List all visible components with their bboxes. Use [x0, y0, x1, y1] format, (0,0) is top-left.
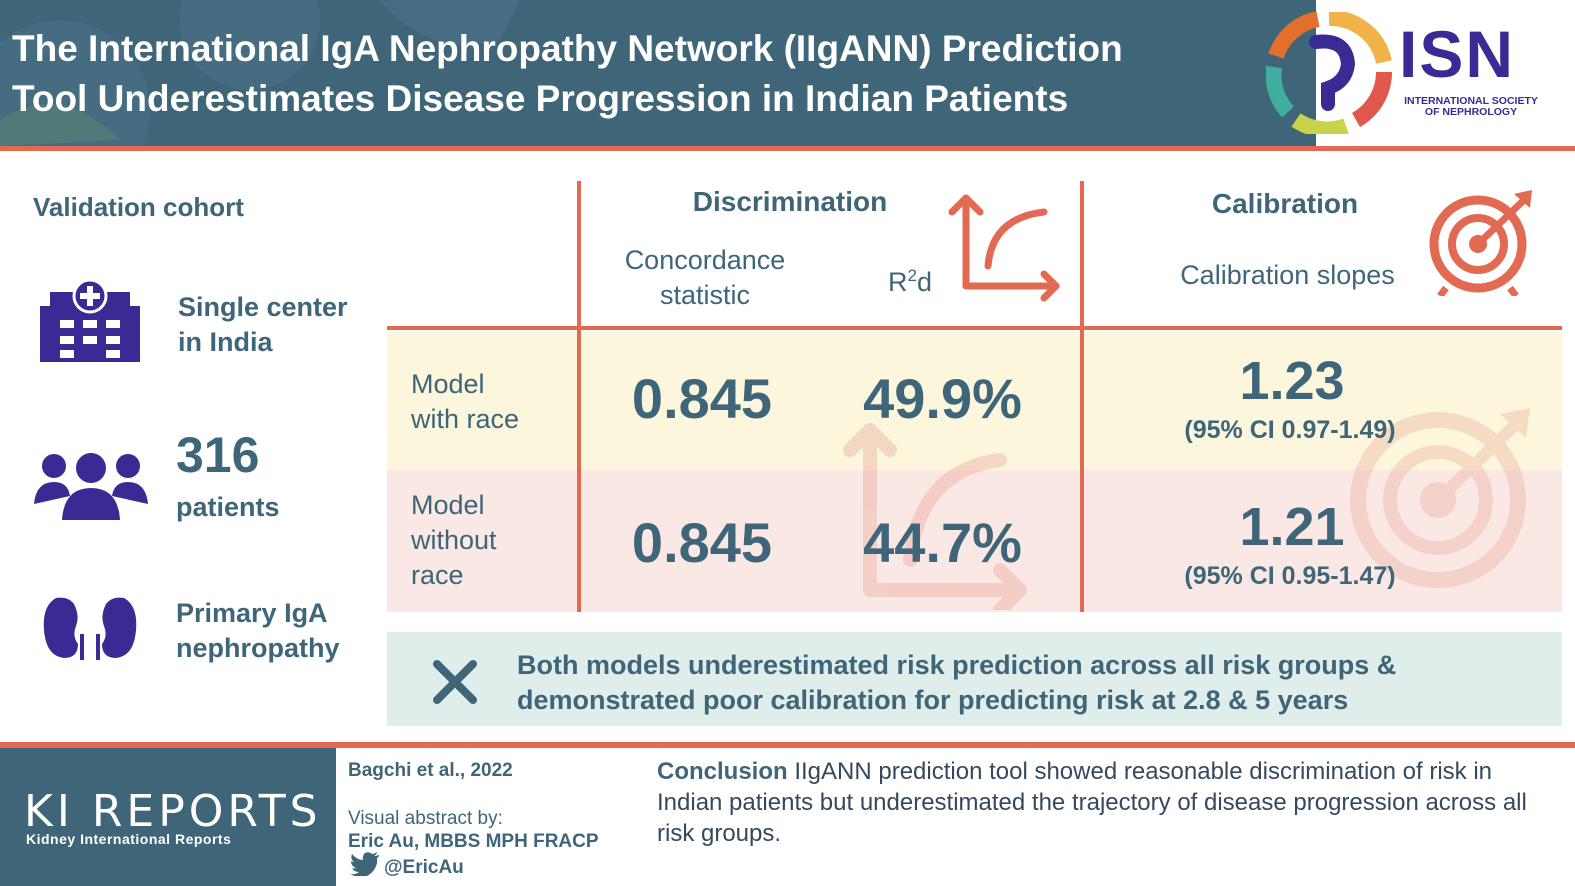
isn-sub-line-2: OF NEPHROLOGY	[1424, 106, 1518, 118]
journal-logo: KI REPORTS	[24, 786, 322, 837]
header-divider	[0, 146, 1575, 151]
people-group-icon	[34, 453, 148, 520]
journal-panel	[0, 748, 336, 886]
r2d-base: R	[888, 267, 908, 297]
author-handle: @EricAu	[384, 857, 464, 878]
row2-label-line-2: without	[411, 525, 497, 555]
concordance-line-2: statistic	[659, 280, 751, 310]
r2d-end: d	[916, 267, 932, 297]
table-divider-1	[577, 181, 581, 612]
row-label-with-race: Model with race	[411, 367, 519, 437]
footer-divider	[0, 742, 1575, 748]
slope-without-race: 1.21	[1239, 497, 1345, 557]
trend-icon	[948, 194, 1060, 302]
isn-logo-text: ISN	[1399, 17, 1516, 91]
center-line-1: Single center	[178, 292, 348, 322]
row1-label-line-2: with race	[411, 404, 520, 434]
isn-sub-line-1: INTERNATIONAL SOCIETY	[1404, 95, 1538, 107]
ci-without-race: (95% CI 0.95-1.47)	[1184, 562, 1396, 590]
target-icon	[1429, 190, 1532, 296]
calibration-slopes-heading: Calibration slopes	[1180, 260, 1395, 290]
r2d-without-race: 44.7%	[863, 511, 1022, 574]
finding-box: Both models underestimated risk predicti…	[387, 632, 1562, 726]
disease-line-2: nephropathy	[176, 633, 340, 663]
header-banner: The International IgA Nephropathy Networ…	[0, 0, 1575, 146]
isn-logo-icon	[1266, 12, 1392, 134]
header-decoration	[0, 0, 520, 146]
trend-watermark-icon	[843, 423, 1027, 610]
row-without-race-bg	[387, 470, 1562, 612]
cohort-center: Single center in India	[178, 290, 348, 360]
finding-text: Both models underestimated risk predicti…	[517, 648, 1547, 718]
table-divider-2	[1080, 181, 1084, 612]
finding-line-1: Both models underestimated risk predicti…	[517, 650, 1397, 680]
author-name: Eric Au, MBBS MPH FRACP	[348, 831, 599, 852]
target-watermark-icon	[1350, 408, 1530, 588]
visual-abstract-label: Visual abstract by:	[348, 808, 503, 829]
title-line-2: Tool Underestimates Disease Progression …	[12, 78, 1069, 119]
row1-label-line-1: Model	[411, 369, 485, 399]
patient-count: 316	[176, 427, 260, 483]
citation: Bagchi et al., 2022	[348, 760, 513, 781]
slope-with-race: 1.23	[1239, 351, 1345, 411]
discrimination-heading: Discrimination	[692, 186, 888, 217]
calibration-heading: Calibration	[1211, 188, 1359, 219]
twitter-icon	[350, 852, 379, 876]
cross-icon	[433, 660, 477, 704]
kidneys-icon	[43, 597, 137, 660]
concordance-heading: Concordance statistic	[600, 243, 810, 313]
row-label-without-race: Model without race	[411, 488, 497, 593]
r2d-with-race: 49.9%	[863, 367, 1022, 430]
concordance-line-1: Concordance	[624, 245, 786, 275]
title-line-1: The International IgA Nephropathy Networ…	[12, 28, 1123, 69]
hospital-icon	[40, 278, 140, 362]
center-line-2: in India	[178, 327, 273, 357]
cohort-disease: Primary IgA nephropathy	[176, 596, 340, 666]
concordance-with-race: 0.845	[631, 367, 773, 430]
concordance-without-race: 0.845	[631, 511, 773, 574]
conclusion: Conclusion IIgANN prediction tool showed…	[657, 756, 1557, 849]
table-header-rule	[387, 326, 1562, 330]
finding-line-2: demonstrated poor calibration for predic…	[517, 685, 1349, 715]
row2-label-line-1: Model	[411, 490, 485, 520]
isn-logo-subtitle: INTERNATIONAL SOCIETY OF NEPHROLOGY	[1400, 96, 1542, 118]
r2d-heading: R2d	[860, 258, 960, 300]
row2-label-line-3: race	[411, 560, 464, 590]
cohort-title: Validation cohort	[33, 192, 244, 222]
r2d-sup: 2	[907, 266, 917, 285]
patient-count-label: patients	[176, 492, 280, 522]
row-with-race-bg	[387, 332, 1562, 470]
conclusion-lead: Conclusion	[657, 758, 788, 785]
journal-name: Kidney International Reports	[26, 831, 232, 847]
page-title: The International IgA Nephropathy Networ…	[12, 24, 1272, 124]
disease-line-1: Primary IgA	[176, 598, 328, 628]
ci-with-race: (95% CI 0.97-1.49)	[1184, 416, 1396, 444]
conclusion-text: IIgANN prediction tool showed reasonable…	[657, 758, 1527, 847]
